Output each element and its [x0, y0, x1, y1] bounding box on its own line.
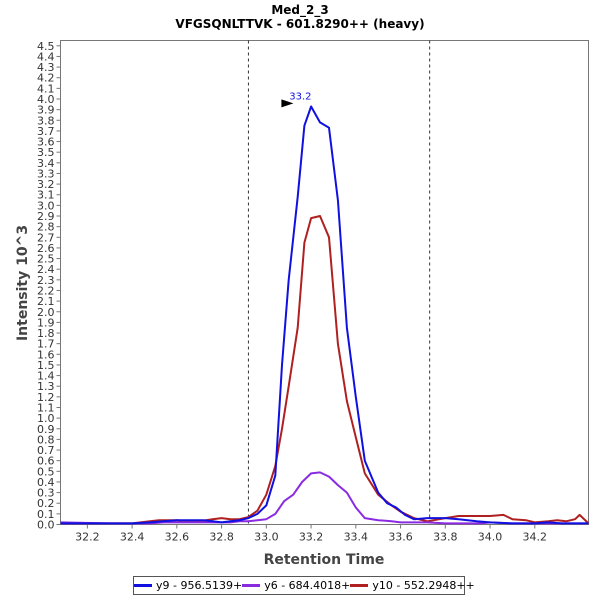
y-tick-label: 2.1 [37, 295, 55, 308]
x-tick-label: 32.2 [75, 531, 100, 544]
y-tick-label: 0.1 [37, 508, 55, 521]
y-tick-label: 2.4 [37, 263, 55, 276]
peak-label: 33.2 [289, 91, 311, 102]
y-tick-label: 3.3 [37, 167, 55, 180]
series-lines [60, 105, 590, 525]
y-tick-label: 1.1 [37, 401, 55, 414]
x-tick-label: 32.6 [165, 531, 190, 544]
x-tick-label: 33.0 [254, 531, 279, 544]
y-tick-label: 1.3 [37, 380, 55, 393]
y-tick-label: 2.7 [37, 231, 55, 244]
legend-item-y6: y6 - 684.4018+ [242, 579, 350, 592]
legend-label-y10: y10 - 552.2948++ [372, 579, 475, 592]
x-axis-label: Retention Time [264, 552, 385, 568]
chart-subtitle: VFGSQNLTTVK - 601.8290++ (heavy) [175, 17, 424, 31]
y-tick-label: 1.2 [37, 391, 55, 404]
y-tick-label: 4.5 [37, 40, 55, 53]
y-tick-label: 1.0 [37, 412, 55, 425]
y-tick-label: 0.0 [37, 519, 55, 532]
y-tick-label: 3.7 [37, 125, 55, 138]
y-tick-label: 0.7 [37, 444, 55, 457]
y-tick-label: 0.9 [37, 423, 55, 436]
series-line-y6 [60, 471, 589, 525]
legend-swatch-y9 [134, 584, 152, 587]
y-tick-label: 1.5 [37, 359, 55, 372]
y-tick-label: 0.3 [37, 487, 55, 500]
y-tick-label: 2.6 [37, 242, 55, 255]
legend-label-y6: y6 - 684.4018+ [264, 579, 351, 592]
y-tick-label: 3.5 [37, 146, 55, 159]
x-tick-label: 32.4 [120, 531, 145, 544]
legend-swatch-y6 [242, 584, 261, 587]
legend-label-y9: y9 - 956.5139+ [156, 579, 243, 592]
y-tick-label: 0.8 [37, 433, 55, 446]
y-tick-label: 4.4 [37, 50, 55, 63]
legend-swatch-y10 [350, 584, 369, 587]
legend: y9 - 956.5139+ y6 - 684.4018+ y10 - 552.… [133, 576, 475, 595]
y-tick-label: 2.2 [37, 284, 55, 297]
y-tick-label: 0.5 [37, 465, 55, 478]
y-tick-label: 4.2 [37, 72, 55, 85]
y-tick-label: 3.1 [37, 189, 55, 202]
x-tick-label: 33.4 [344, 531, 369, 544]
y-tick-label: 3.0 [37, 199, 55, 212]
x-axis: 32.2 32.4 32.6 32.8 33.0 33.2 33.4 33.6 33.8 34.0… [75, 524, 548, 544]
chart-title: Med_2_3 [271, 3, 328, 18]
y-tick-label: 3.9 [37, 104, 55, 117]
y-axis: 0.00.10.20.30.40.50.60.70.80.91.01.11.21… [37, 40, 61, 532]
x-tick-label: 33.6 [388, 531, 413, 544]
integration-boundaries [247, 40, 431, 525]
y-tick-label: 0.6 [37, 455, 55, 468]
y-tick-label: 3.4 [37, 157, 55, 170]
y-tick-label: 2.8 [37, 221, 55, 234]
y-tick-label: 1.8 [37, 327, 55, 340]
x-tick-label: 34.0 [478, 531, 503, 544]
y-tick-label: 1.9 [37, 316, 55, 329]
y-tick-label: 2.9 [37, 210, 55, 223]
peak-marker-icon [281, 99, 294, 108]
series-line-y9 [60, 105, 589, 525]
y-tick-label: 4.0 [37, 93, 55, 106]
y-tick-label: 0.2 [37, 497, 55, 510]
x-tick-label: 32.8 [209, 531, 234, 544]
y-tick-label: 1.7 [37, 338, 55, 351]
y-tick-label: 2.3 [37, 274, 55, 287]
y-tick-label: 3.2 [37, 178, 55, 191]
x-tick-label: 34.2 [523, 531, 548, 544]
plot-area [60, 40, 589, 525]
y-tick-label: 2.5 [37, 253, 55, 266]
y-tick-label: 4.3 [37, 61, 55, 74]
y-tick-label: 1.6 [37, 348, 55, 361]
x-tick-label: 33.8 [433, 531, 458, 544]
y-tick-label: 4.1 [37, 82, 55, 95]
y-tick-label: 3.8 [37, 114, 55, 127]
y-tick-label: 3.6 [37, 136, 55, 149]
legend-item-y10: y10 - 552.2948++ [350, 579, 475, 592]
legend-item-y9: y9 - 956.5139+ [134, 579, 242, 592]
y-tick-label: 1.4 [37, 370, 55, 383]
x-tick-label: 33.2 [299, 531, 324, 544]
y-axis-label: Intensity 10^3 [15, 225, 31, 341]
y-tick-label: 0.4 [37, 476, 55, 489]
y-tick-label: 2.0 [37, 306, 55, 319]
